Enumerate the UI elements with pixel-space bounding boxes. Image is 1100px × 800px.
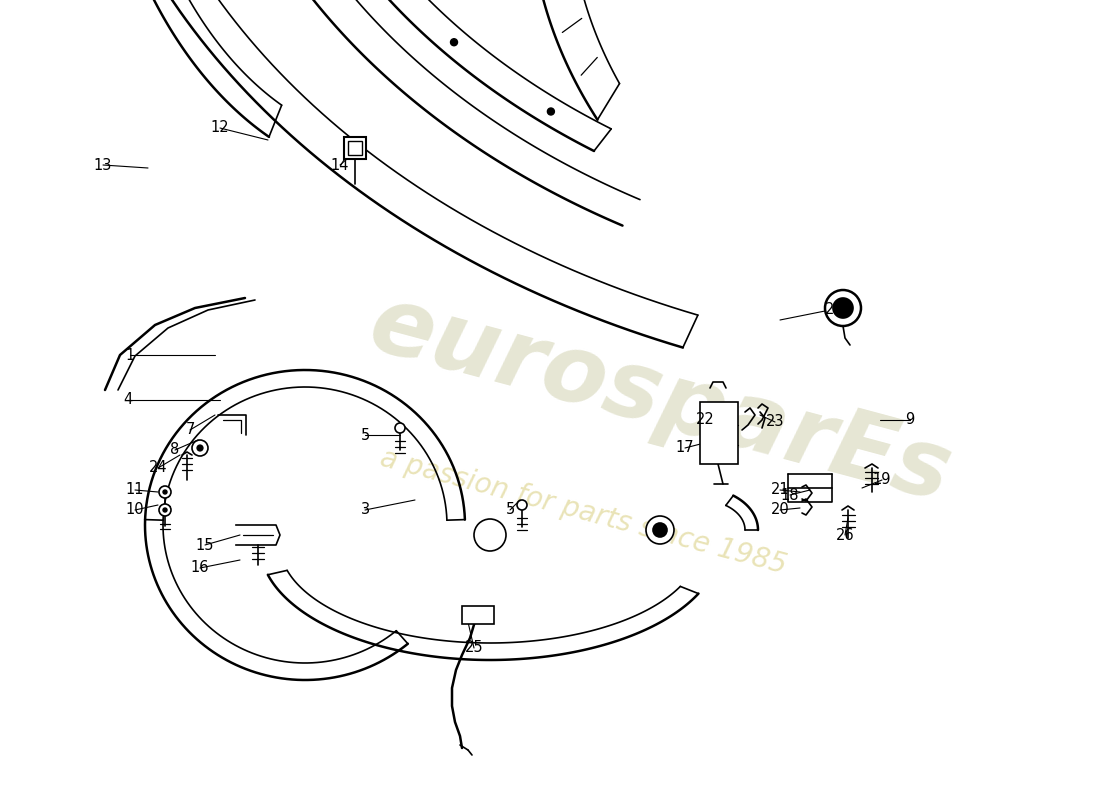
Circle shape [833,298,853,318]
Text: 24: 24 [148,461,167,475]
Text: 13: 13 [94,158,112,173]
Circle shape [825,290,861,326]
Text: 16: 16 [190,561,209,575]
Text: 7: 7 [185,422,195,438]
Text: 17: 17 [675,441,694,455]
Text: 10: 10 [125,502,144,518]
Text: 22: 22 [695,413,714,427]
Text: a passion for parts since 1985: a passion for parts since 1985 [376,444,790,580]
Circle shape [192,440,208,456]
Circle shape [517,500,527,510]
Text: 25: 25 [464,641,483,655]
FancyBboxPatch shape [344,137,366,159]
Text: 14: 14 [331,158,350,173]
FancyBboxPatch shape [700,402,738,464]
FancyBboxPatch shape [348,141,362,155]
Text: 8: 8 [170,442,179,458]
Text: 26: 26 [836,527,855,542]
Text: 15: 15 [196,538,214,553]
Text: 4: 4 [123,393,133,407]
Circle shape [163,508,167,512]
Text: 2: 2 [825,302,835,318]
Circle shape [646,516,674,544]
Text: 20: 20 [771,502,790,518]
Circle shape [197,445,204,451]
Text: 23: 23 [766,414,784,430]
Text: 5: 5 [361,427,370,442]
Text: 19: 19 [872,473,891,487]
Circle shape [548,108,554,115]
Text: 21: 21 [771,482,790,498]
Text: 11: 11 [125,482,144,498]
Text: 5: 5 [505,502,515,518]
Text: 18: 18 [781,487,800,502]
Circle shape [160,504,170,516]
Circle shape [653,523,667,537]
Text: 9: 9 [905,413,914,427]
Circle shape [395,423,405,433]
Circle shape [163,490,167,494]
Text: 1: 1 [125,347,134,362]
Text: 12: 12 [211,121,229,135]
FancyBboxPatch shape [462,606,494,624]
Circle shape [451,38,458,46]
Circle shape [474,519,506,551]
Text: eurosparEs: eurosparEs [360,278,960,522]
Text: 3: 3 [361,502,370,518]
Circle shape [160,486,170,498]
